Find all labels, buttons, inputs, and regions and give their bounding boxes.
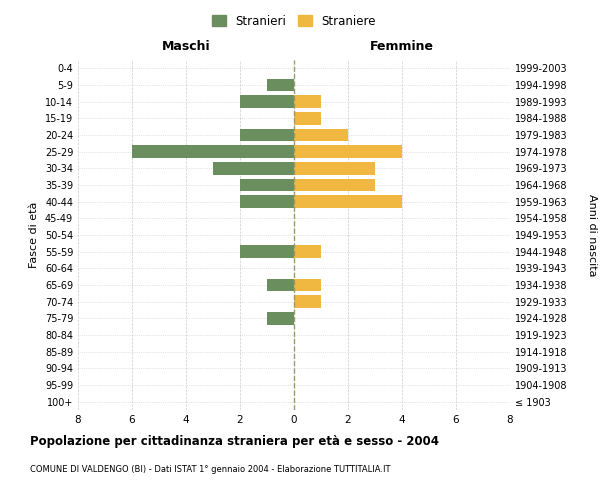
Bar xyxy=(294,112,321,124)
Bar xyxy=(240,246,294,258)
Bar xyxy=(267,279,294,291)
Y-axis label: Fasce di età: Fasce di età xyxy=(29,202,39,268)
Bar xyxy=(294,196,402,208)
Bar xyxy=(294,129,348,141)
Text: Maschi: Maschi xyxy=(161,40,211,53)
Bar xyxy=(240,196,294,208)
Y-axis label: Anni di nascita: Anni di nascita xyxy=(587,194,597,276)
Bar xyxy=(294,246,321,258)
Text: COMUNE DI VALDENGO (BI) - Dati ISTAT 1° gennaio 2004 - Elaborazione TUTTITALIA.I: COMUNE DI VALDENGO (BI) - Dati ISTAT 1° … xyxy=(30,465,391,474)
Text: Popolazione per cittadinanza straniera per età e sesso - 2004: Popolazione per cittadinanza straniera p… xyxy=(30,435,439,448)
Bar xyxy=(294,279,321,291)
Bar xyxy=(294,96,321,108)
Text: Femmine: Femmine xyxy=(370,40,434,53)
Bar xyxy=(240,179,294,192)
Bar xyxy=(294,146,402,158)
Bar xyxy=(294,179,375,192)
Bar xyxy=(213,162,294,174)
Bar xyxy=(294,162,375,174)
Bar xyxy=(267,79,294,92)
Bar xyxy=(294,296,321,308)
Legend: Stranieri, Straniere: Stranieri, Straniere xyxy=(207,10,381,32)
Bar xyxy=(240,96,294,108)
Bar xyxy=(132,146,294,158)
Bar xyxy=(267,312,294,324)
Bar xyxy=(240,129,294,141)
